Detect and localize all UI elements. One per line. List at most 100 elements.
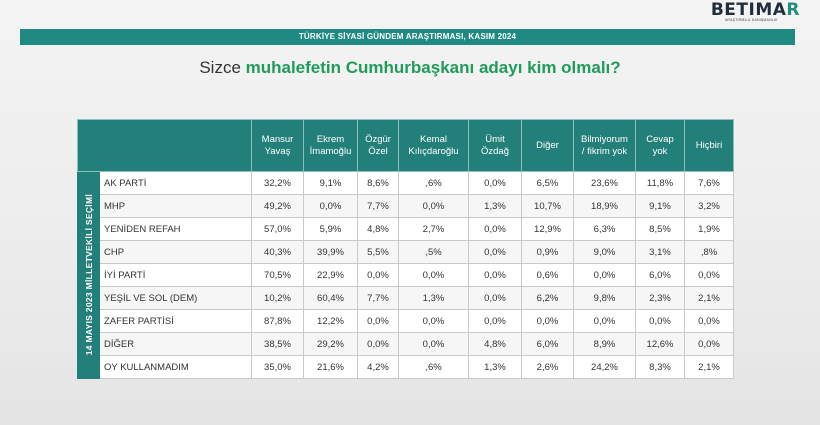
table-cell: 0,0% bbox=[357, 263, 399, 287]
table-cell: 35,0% bbox=[251, 355, 304, 379]
party-name: OY KULLANMADIM bbox=[99, 355, 252, 379]
table-cell: 10,2% bbox=[251, 286, 304, 310]
table-cell: 1,9% bbox=[684, 217, 734, 241]
table-cell: 87,8% bbox=[251, 309, 304, 333]
table-cell: 6,2% bbox=[521, 286, 574, 310]
table-cell: ,5% bbox=[398, 240, 469, 264]
table-cell: 6,0% bbox=[521, 332, 574, 356]
column-header: Hiçbiri bbox=[684, 119, 734, 172]
column-header: Cevap yok bbox=[635, 119, 685, 172]
table-header-row: Mansur Yavaş Ekrem İmamoğlu Özgür Özel Kema… bbox=[77, 119, 734, 172]
column-header: Özgür Özel bbox=[357, 119, 399, 172]
table-cell: ,6% bbox=[398, 171, 469, 195]
table-cell: 0,0% bbox=[398, 332, 469, 356]
survey-banner: TÜRKİYE SİYASİ GÜNDEM ARAŞTIRMASI, KASIM… bbox=[20, 29, 795, 45]
table-cell: 12,2% bbox=[303, 309, 358, 333]
question-highlight: muhalefetin Cumhurbaşkanı adayı kim olma… bbox=[245, 58, 621, 77]
table-cell: 2,1% bbox=[684, 286, 734, 310]
table-cell: 0,0% bbox=[521, 309, 574, 333]
column-header: Diğer bbox=[521, 119, 574, 172]
table-cell: 0,0% bbox=[468, 286, 522, 310]
side-label-cell: 14 MAYIS 2023 MİLLETVEKİLİ SEÇİMİ bbox=[77, 171, 100, 379]
table-cell: 7,7% bbox=[357, 286, 399, 310]
table-cell: 60,4% bbox=[303, 286, 358, 310]
table-cell: 0,0% bbox=[398, 263, 469, 287]
table-cell: 0,0% bbox=[573, 263, 636, 287]
table-cell: 0,0% bbox=[468, 309, 522, 333]
party-name: AK PARTİ bbox=[99, 171, 252, 195]
table-cell: 18,9% bbox=[573, 194, 636, 218]
table-cell: 0,0% bbox=[398, 309, 469, 333]
table-cell: 12,6% bbox=[635, 332, 685, 356]
party-name: MHP bbox=[99, 194, 252, 218]
table-cell: 0,0% bbox=[468, 263, 522, 287]
table-cell: 3,1% bbox=[635, 240, 685, 264]
party-name: CHP bbox=[99, 240, 252, 264]
table-cell: 0,0% bbox=[684, 263, 734, 287]
party-name: YEŞİL VE SOL (DEM) bbox=[99, 286, 252, 310]
question-prefix: Sizce bbox=[199, 58, 246, 77]
table-cell: 24,2% bbox=[573, 355, 636, 379]
table-cell: ,8% bbox=[684, 240, 734, 264]
party-name: DİĞER bbox=[99, 332, 252, 356]
table-cell: 7,7% bbox=[357, 194, 399, 218]
table-cell: 0,0% bbox=[468, 217, 522, 241]
table-cell: 8,3% bbox=[635, 355, 685, 379]
table-cell: 0,0% bbox=[635, 309, 685, 333]
table-cell: 9,1% bbox=[635, 194, 685, 218]
column-header: Bilmiyorum / fikrim yok bbox=[573, 119, 636, 172]
table-cell: 6,0% bbox=[635, 263, 685, 287]
table-row: ZAFER PARTİSİ 87,8% 12,2% 0,0% 0,0% 0,0%… bbox=[78, 309, 734, 333]
table-cell: 0,0% bbox=[468, 171, 522, 195]
company-logo: BETIMAR ARAŞTIRMA & DANIŞMANLIK bbox=[710, 0, 800, 23]
table-row: YEŞİL VE SOL (DEM) 10,2% 60,4% 7,7% 1,3%… bbox=[78, 286, 734, 310]
table-cell: 0,0% bbox=[398, 194, 469, 218]
table-cell: 4,8% bbox=[357, 217, 399, 241]
table-row: İYİ PARTİ 70,5% 22,9% 0,0% 0,0% 0,0% 0,6… bbox=[78, 263, 734, 287]
table-row: MHP 49,2% 0,0% 7,7% 0,0% 1,3% 10,7% 18,9… bbox=[78, 194, 734, 218]
table-cell: 5,9% bbox=[303, 217, 358, 241]
table-row: OY KULLANMADIM 35,0% 21,6% 4,2% ,6% 1,3%… bbox=[78, 355, 734, 379]
table-cell: 12,9% bbox=[521, 217, 574, 241]
table-row: 14 MAYIS 2023 MİLLETVEKİLİ SEÇİMİ AK PAR… bbox=[77, 171, 734, 379]
table-cell: 7,6% bbox=[684, 171, 734, 195]
table-cell: 0,0% bbox=[573, 309, 636, 333]
table-cell: 0,0% bbox=[357, 309, 399, 333]
party-name: YENİDEN REFAH bbox=[99, 217, 252, 241]
table-cell: 29,2% bbox=[303, 332, 358, 356]
table-cell: 4,8% bbox=[468, 332, 522, 356]
table-cell: 1,3% bbox=[468, 194, 522, 218]
table-cell: 22,9% bbox=[303, 263, 358, 287]
header-corner bbox=[77, 119, 252, 172]
table-cell: 0,6% bbox=[521, 263, 574, 287]
table-cell: 38,5% bbox=[251, 332, 304, 356]
table-cell: 8,6% bbox=[357, 171, 399, 195]
table-cell: 0,9% bbox=[521, 240, 574, 264]
column-header: Ümit Özdağ bbox=[468, 119, 522, 172]
table-cell: 2,1% bbox=[684, 355, 734, 379]
table-cell: 5,5% bbox=[357, 240, 399, 264]
table-cell: 32,2% bbox=[251, 171, 304, 195]
logo-wordmark: BETIMAR bbox=[710, 0, 800, 20]
column-header: Ekrem İmamoğlu bbox=[303, 119, 358, 172]
logo-tagline: ARAŞTIRMA & DANIŞMANLIK bbox=[724, 18, 778, 22]
table-cell: 49,2% bbox=[251, 194, 304, 218]
table-row: CHP 40,3% 39,9% 5,5% ,5% 0,0% 0,9% 9,0% … bbox=[78, 240, 734, 264]
table-cell: 2,6% bbox=[521, 355, 574, 379]
table-cell: 1,3% bbox=[468, 355, 522, 379]
table-row: YENİDEN REFAH 57,0% 5,9% 4,8% 2,7% 0,0% … bbox=[78, 217, 734, 241]
table-cell: ,6% bbox=[398, 355, 469, 379]
table-cell: 8,5% bbox=[635, 217, 685, 241]
party-name: İYİ PARTİ bbox=[99, 263, 252, 287]
table-cell: 40,3% bbox=[251, 240, 304, 264]
party-name: ZAFER PARTİSİ bbox=[99, 309, 252, 333]
table-cell: 4,2% bbox=[357, 355, 399, 379]
table-cell: 23,6% bbox=[573, 171, 636, 195]
table-cell: 9,8% bbox=[573, 286, 636, 310]
table-cell: 9,0% bbox=[573, 240, 636, 264]
question-title: Sizce muhalefetin Cumhurbaşkanı adayı ki… bbox=[0, 58, 820, 78]
table-cell: 8,9% bbox=[573, 332, 636, 356]
results-table: Mansur Yavaş Ekrem İmamoğlu Özgür Özel Kema… bbox=[77, 119, 734, 379]
table-cell: 10,7% bbox=[521, 194, 574, 218]
table-cell: 39,9% bbox=[303, 240, 358, 264]
